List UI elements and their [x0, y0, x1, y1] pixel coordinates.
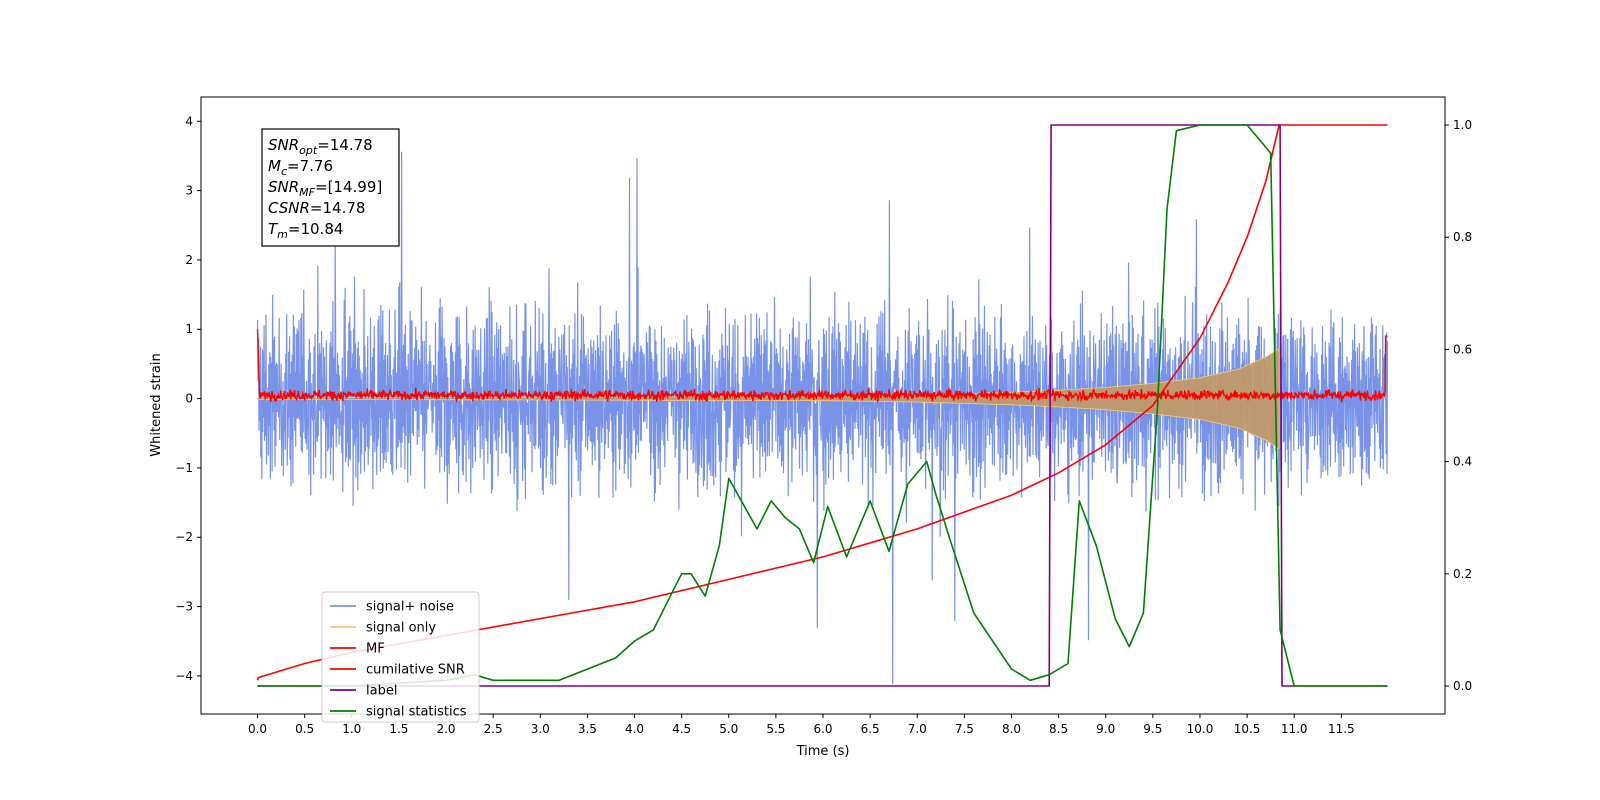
legend-frame [321, 591, 480, 723]
x-axis-label: Time (s) [796, 744, 850, 759]
x-tick-label: 3.5 [578, 722, 597, 736]
series-signal-statistics-line [257, 124, 1388, 687]
y2-tick-label: 0.4 [1453, 455, 1472, 469]
legend-label: cumilative SNR [366, 663, 465, 678]
x-tick-label: 11.5 [1328, 722, 1355, 736]
series-mf-line [256, 329, 1388, 404]
x-tick-label: 4.5 [672, 722, 691, 736]
x-tick-label: 1.5 [389, 722, 408, 736]
y-tick-label: 3 [185, 184, 193, 198]
y-axis-left: 4 3 2 1 0 −1 −2 −3 −4 [175, 114, 201, 683]
x-tick-label: 0.0 [248, 722, 267, 736]
legend-label: label [366, 684, 397, 699]
x-axis: 0.0 0.5 1.0 1.5 2.0 2.5 3.0 3.5 4.0 4.5 5.0 5.5 6.0 6… [248, 714, 1355, 736]
y2-tick-label: 0.0 [1453, 679, 1472, 693]
x-tick-label: 5.0 [719, 722, 738, 736]
x-tick-label: 3.0 [531, 722, 550, 736]
x-tick-label: 8.5 [1049, 722, 1068, 736]
legend-label: MF [366, 642, 385, 657]
y-tick-label: 4 [185, 114, 193, 128]
y-tick-label: −1 [175, 461, 193, 475]
y2-tick-label: 0.8 [1453, 230, 1472, 244]
x-tick-label: 10.0 [1187, 722, 1214, 736]
y2-tick-label: 0.2 [1453, 567, 1472, 581]
annotation-line: SNRMF=[14.99] [268, 178, 382, 199]
y-tick-label: −4 [175, 669, 193, 683]
annotation-line: Mc=7.76 [268, 157, 333, 178]
y-tick-label: −2 [175, 530, 193, 544]
x-tick-label: 2.0 [436, 722, 455, 736]
x-tick-label: 5.5 [766, 722, 785, 736]
y2-tick-label: 1.0 [1453, 118, 1472, 132]
x-tick-label: 7.5 [955, 722, 974, 736]
annotation-line: Tm=10.84 [268, 220, 343, 241]
x-tick-label: 2.5 [484, 722, 503, 736]
annotation-line: SNRopt=14.78 [268, 136, 373, 157]
annotation-box: SNRopt=14.78Mc=7.76SNRMF=[14.99]CSNR=14.… [261, 128, 400, 247]
legend-label: signal+ noise [366, 600, 454, 615]
y-tick-label: 2 [185, 253, 193, 267]
x-tick-label: 1.0 [342, 722, 361, 736]
y2-tick-label: 0.6 [1453, 342, 1472, 356]
x-tick-label: 10.5 [1234, 722, 1261, 736]
x-tick-label: 9.0 [1096, 722, 1115, 736]
y-tick-label: 0 [185, 392, 193, 406]
y-axis-right: 1.0 0.8 0.6 0.4 0.2 0.0 [1445, 118, 1472, 693]
x-tick-label: 4.0 [625, 722, 644, 736]
x-tick-label: 8.0 [1002, 722, 1021, 736]
y-tick-label: −3 [175, 600, 193, 614]
x-tick-label: 6.0 [813, 722, 832, 736]
x-tick-label: 6.5 [861, 722, 880, 736]
y-tick-label: 1 [185, 322, 193, 336]
x-tick-label: 0.5 [295, 722, 314, 736]
x-tick-label: 9.5 [1143, 722, 1162, 736]
legend: signal+ noise signal only MF cumilative SNR… [321, 591, 480, 723]
legend-label: signal only [366, 621, 436, 636]
x-tick-label: 7.0 [908, 722, 927, 736]
annotation-frame [261, 128, 400, 247]
y-axis-label: Whitened strain [149, 353, 164, 456]
legend-label: signal statistics [366, 705, 467, 720]
x-tick-label: 11.0 [1281, 722, 1308, 736]
annotation-line: CSNR=14.78 [268, 199, 365, 217]
